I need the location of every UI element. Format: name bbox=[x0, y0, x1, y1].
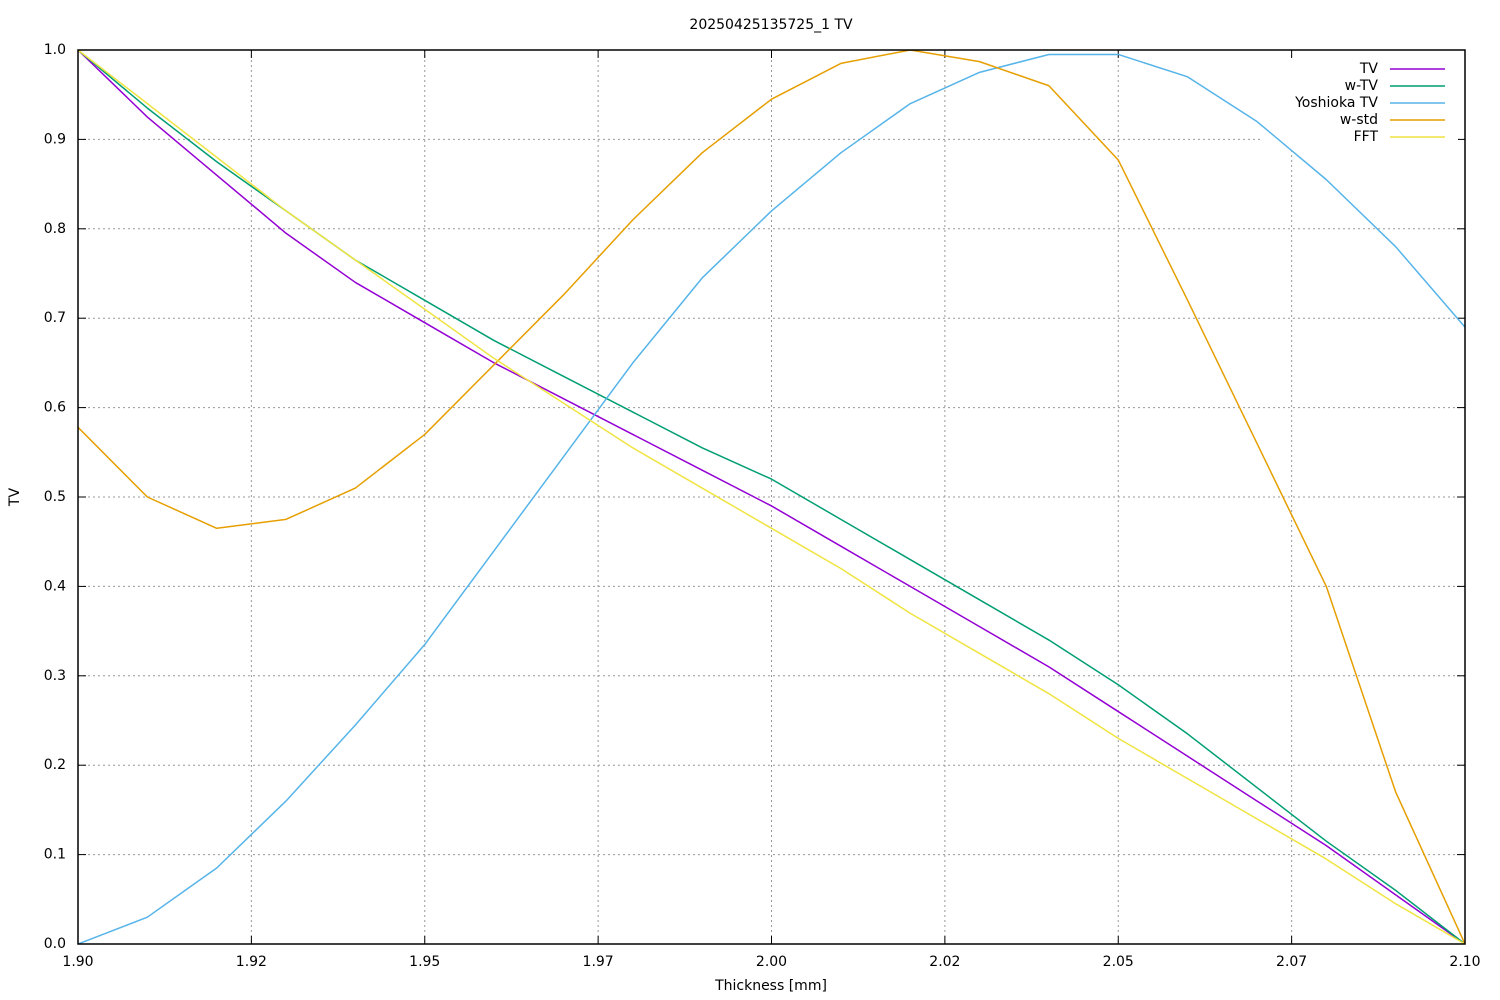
legend-label: FFT bbox=[1354, 129, 1379, 145]
plot-border bbox=[77, 49, 1466, 945]
data-line bbox=[78, 50, 1465, 944]
x-tick-label: 2.10 bbox=[1449, 954, 1480, 970]
y-tick-label: 0.2 bbox=[44, 757, 66, 773]
y-axis-label: TV bbox=[7, 488, 23, 508]
y-tick-label: 1.0 bbox=[44, 42, 66, 58]
x-tick-label: 1.95 bbox=[409, 954, 440, 970]
x-tick-label: 1.92 bbox=[236, 954, 267, 970]
legend-label: w-TV bbox=[1345, 78, 1379, 94]
x-tick-label: 2.05 bbox=[1103, 954, 1134, 970]
x-tick-label: 2.02 bbox=[929, 954, 960, 970]
plot-area bbox=[78, 50, 1465, 944]
y-tick-label: 0.6 bbox=[44, 400, 66, 416]
y-tick-label: 0.7 bbox=[44, 310, 66, 326]
legend-label: w-std bbox=[1340, 112, 1378, 128]
y-tick-label: 0.8 bbox=[44, 221, 66, 237]
x-tick-label: 1.97 bbox=[583, 954, 614, 970]
y-tick-label: 0.1 bbox=[44, 847, 66, 863]
y-tick-label: 0.4 bbox=[44, 578, 66, 594]
data-line bbox=[78, 53, 1465, 944]
x-tick-label: 2.07 bbox=[1276, 954, 1307, 970]
y-tick-label: 0.9 bbox=[44, 131, 66, 147]
chart-title: 20250425135725_1 TV bbox=[689, 17, 853, 33]
legend-background bbox=[1262, 60, 1458, 149]
data-line bbox=[78, 50, 1465, 944]
y-tick-label: 0.5 bbox=[44, 489, 66, 505]
x-tick-label: 1.90 bbox=[62, 954, 93, 970]
y-tick-label: 0.3 bbox=[44, 668, 66, 684]
x-axis-label: Thickness [mm] bbox=[714, 978, 827, 994]
y-tick-label: 0.0 bbox=[44, 936, 66, 952]
x-tick-label: 2.00 bbox=[756, 954, 787, 970]
data-line bbox=[78, 50, 1465, 944]
legend-label: TV bbox=[1359, 61, 1379, 77]
legend-label: Yoshioka TV bbox=[1294, 95, 1378, 111]
